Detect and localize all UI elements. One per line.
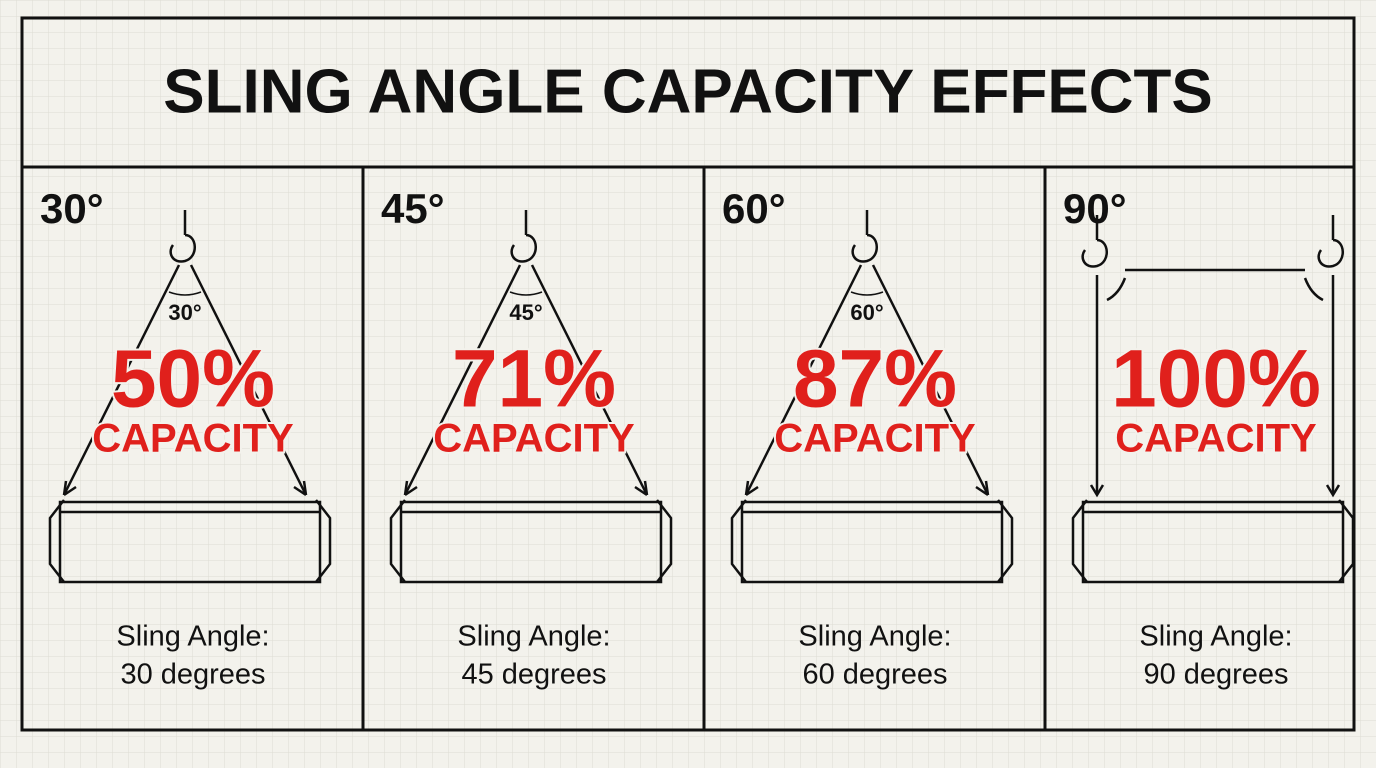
angle-label: 60°: [722, 185, 786, 232]
title: SLING ANGLE CAPACITY EFFECTS: [163, 57, 1212, 126]
angle-mark: 60°: [850, 300, 883, 325]
arrowheads: [403, 480, 649, 497]
sling: [1095, 268, 1335, 495]
angle-arc: [850, 291, 884, 296]
percent: 100%: [1111, 334, 1321, 425]
sling-wrap: [389, 499, 673, 583]
hook: [1317, 215, 1344, 268]
caption: Sling Angle:: [798, 621, 951, 653]
load: [1081, 500, 1345, 584]
capacity: CAPACITY: [433, 417, 635, 461]
angle-arc: [168, 291, 202, 296]
capacity: CAPACITY: [1115, 417, 1317, 461]
caption: 90 degrees: [1143, 659, 1288, 691]
angle-mark: 45°: [509, 300, 542, 325]
load: [58, 500, 322, 584]
angle-label: 45°: [381, 185, 445, 232]
caption: 60 degrees: [802, 659, 947, 691]
load: [399, 500, 663, 584]
sling: [62, 264, 308, 496]
sling-wrap: [1071, 499, 1355, 583]
frame: [20, 16, 1356, 732]
arrowheads: [62, 480, 308, 497]
arrowheads: [1089, 277, 1341, 498]
arrowheads: [744, 480, 990, 497]
load: [740, 500, 1004, 584]
sling: [403, 264, 649, 496]
capacity: CAPACITY: [774, 417, 976, 461]
capacity: CAPACITY: [92, 417, 294, 461]
angle-label: 90°: [1063, 185, 1127, 232]
hook: [169, 210, 196, 263]
angle-mark: 30°: [168, 300, 201, 325]
hook: [510, 210, 537, 263]
hook: [1081, 215, 1108, 268]
caption: 30 degrees: [120, 659, 265, 691]
sling: [744, 264, 990, 496]
caption: Sling Angle:: [1139, 621, 1292, 653]
percent: 50%: [111, 334, 275, 425]
percent: 87%: [793, 334, 957, 425]
percent: 71%: [452, 334, 616, 425]
caption: Sling Angle:: [116, 621, 269, 653]
caption: Sling Angle:: [457, 621, 610, 653]
sling-wrap: [48, 499, 332, 583]
caption: 45 degrees: [461, 659, 606, 691]
sling-wrap: [730, 499, 1014, 583]
angle-label: 30°: [40, 185, 104, 232]
hook: [851, 210, 878, 263]
angle-arc: [509, 291, 543, 296]
